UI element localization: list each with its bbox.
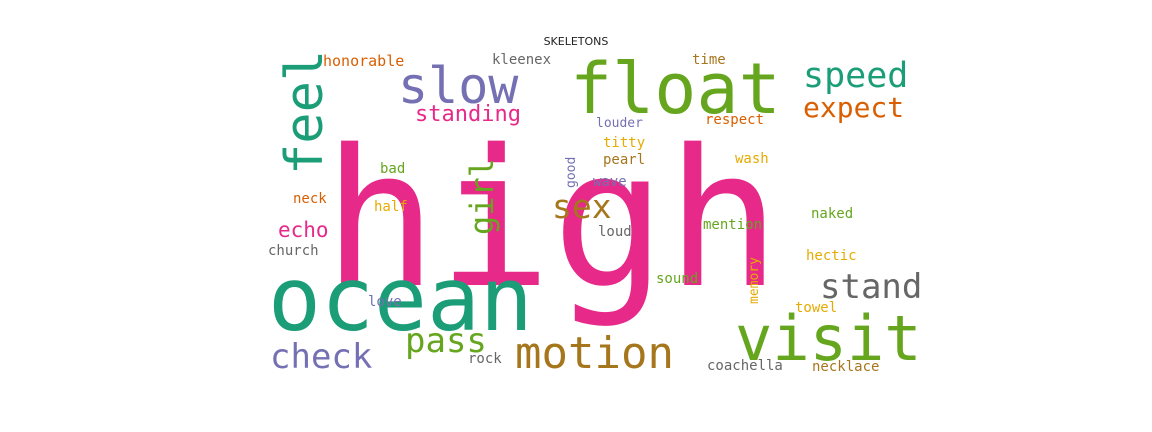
word-check: check [270,337,372,377]
word-speed: speed [803,56,908,96]
word-half: half [374,199,408,215]
chart-title: SKELETONS [543,35,609,48]
word-towel: towel [795,300,837,316]
word-standing: standing [415,102,521,127]
word-hectic: hectic [806,248,857,264]
word-time: time [692,52,726,68]
word-church: church [268,243,319,259]
word-neck: neck [293,191,327,207]
word-louder: louder [596,116,643,131]
word-visit: visit [735,302,922,375]
word-naked: naked [811,206,853,222]
word-good: good [564,157,579,188]
word-sex: sex [552,187,612,226]
word-motion: motion [515,328,674,379]
word-necklace: necklace [812,359,879,375]
word-stand: stand [820,267,922,307]
word-titty: titty [603,135,645,151]
word-loud: loud [598,224,632,240]
word-echo: echo [278,218,329,242]
word-girl: girl [463,158,501,235]
word-love: love [368,294,402,310]
word-honorable: honorable [323,52,404,70]
word-expect: expect [803,91,904,124]
word-sound: sound [656,271,698,287]
word-high: high [323,109,781,330]
word-feel: feel [275,50,335,175]
word-pass: pass [405,321,487,361]
word-kleenex: kleenex [492,52,551,68]
word-slow: slow [398,57,519,115]
word-coachella: coachella [707,358,783,374]
word-memory: memory [747,257,762,304]
word-mention: mention [703,217,762,233]
word-pearl: pearl [603,152,645,168]
word-wave: wave [593,174,627,190]
word-respect: respect [705,112,764,128]
word-wash: wash [735,151,769,167]
word-ocean: ocean [268,248,533,351]
word-float: float [570,48,781,130]
word-rock: rock [468,351,502,367]
word-bad: bad [380,161,405,177]
